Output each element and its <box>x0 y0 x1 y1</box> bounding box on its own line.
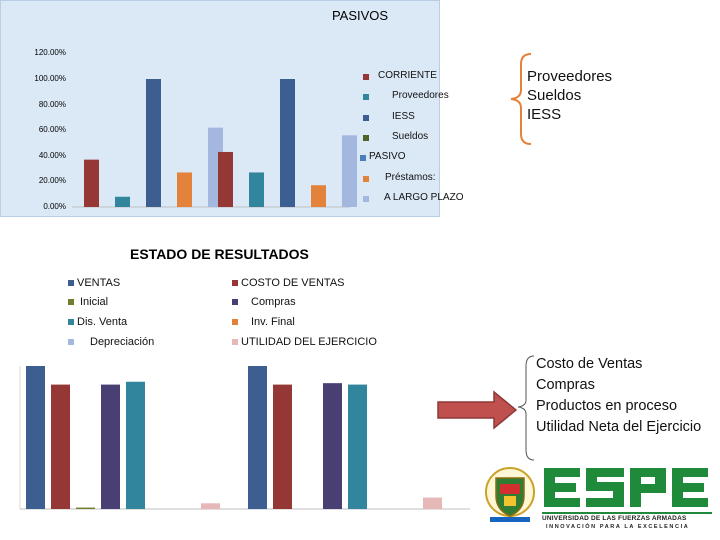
legend-label: Inicial <box>80 296 109 308</box>
resultados-legend-item: UTILIDAD DEL EJERCICIO <box>232 336 402 351</box>
arrow-right-icon <box>437 390 518 430</box>
espe-logo: UNIVERSIDAD DE LAS FUERZAS ARMADAS INNOV… <box>480 462 716 538</box>
resultados-legend-item: Depreciación <box>68 336 238 351</box>
pasivos-legend-item: Préstamos: <box>363 172 473 186</box>
pasivos-bar-2012-1 <box>115 196 130 207</box>
resultados-item: Productos en proceso <box>536 398 678 414</box>
legend-label: CORRIENTE <box>378 70 437 81</box>
legend-swatch <box>232 299 238 305</box>
legend-swatch <box>232 339 238 345</box>
legend-swatch <box>68 319 74 325</box>
pasivos-item: IESS <box>527 106 562 123</box>
legend-label: Depreciación <box>90 336 155 348</box>
pasivos-y-tick: 0.00% <box>43 202 66 211</box>
logo-divider <box>542 512 712 514</box>
resultados-item: Compras <box>536 377 595 393</box>
pasivos-item: Sueldos <box>527 87 582 104</box>
resultados-legend-item: Compras <box>232 296 402 311</box>
pasivos-legend-item: CORRIENTE <box>363 70 473 84</box>
pasivos-bar-2012-2 <box>146 79 161 207</box>
pasivos-bar-2013-2 <box>280 79 295 207</box>
pasivos-bar-2012-0 <box>84 159 99 207</box>
pasivos-bar-2013-5 <box>311 185 326 207</box>
legend-swatch <box>68 299 74 305</box>
legend-label: Dis. Venta <box>77 316 128 328</box>
resultados-bar-2012-1 <box>51 384 70 509</box>
pasivos-y-tick: 60.00% <box>38 125 66 135</box>
resultados-legend-item: Inv. Final <box>232 316 402 331</box>
pasivos-y-tick: 20.00% <box>38 176 66 186</box>
resultados-chart-title: ESTADO DE RESULTADOS <box>130 246 309 262</box>
legend-swatch <box>363 135 369 141</box>
resultados-bar-2012-4 <box>126 381 145 509</box>
logo-tagline: INNOVACIÓN PARA LA EXCELENCIA <box>546 524 690 530</box>
logo-subtitle: UNIVERSIDAD DE LAS FUERZAS ARMADAS <box>542 515 687 522</box>
resultados-bar-2013-1 <box>273 384 292 509</box>
resultados-bar-2012-3 <box>101 384 120 509</box>
pasivos-y-tick: 80.00% <box>38 99 66 109</box>
legend-label: Inv. Final <box>251 316 295 328</box>
pasivos-y-tick: 40.00% <box>38 150 66 160</box>
resultados-bar-2013-3 <box>323 383 342 509</box>
legend-swatch <box>363 176 369 182</box>
pasivos-bar-2012-5 <box>177 172 192 207</box>
pasivos-brace <box>510 53 532 145</box>
legend-swatch <box>360 155 366 161</box>
legend-swatch <box>363 196 369 202</box>
legend-swatch <box>232 319 238 325</box>
pasivos-y-tick: 100.00% <box>34 74 66 83</box>
pasivos-legend-item: IESS <box>363 111 473 125</box>
legend-label: PASIVO <box>369 151 406 162</box>
resultados-bar-2013-7 <box>423 497 442 509</box>
pasivos-y-tick: 120.00% <box>34 48 66 58</box>
pasivos-legend-item: Sueldos <box>363 131 473 145</box>
legend-swatch <box>68 280 74 286</box>
legend-label: Préstamos: <box>385 172 436 183</box>
legend-label: COSTO DE VENTAS <box>241 277 345 289</box>
legend-swatch <box>68 339 74 345</box>
resultados-items-list: Costo de Ventas Compras Productos en pro… <box>536 354 706 438</box>
resultados-bar-2013-4 <box>348 384 367 509</box>
pasivos-bar-2013-1 <box>249 172 264 207</box>
legend-swatch <box>363 94 369 100</box>
pasivos-items-list: Proveedores Sueldos IESS <box>527 67 612 124</box>
legend-label: Proveedores <box>392 90 449 101</box>
legend-label: Sueldos <box>392 131 429 142</box>
resultados-brace-arrow <box>437 355 535 461</box>
pasivos-bar-2013-0 <box>218 151 233 207</box>
resultados-bar-2012-7 <box>201 503 220 509</box>
pasivos-legend-item: PASIVO <box>360 151 470 165</box>
resultados-item: Costo de Ventas <box>536 356 643 372</box>
resultados-legend-item: VENTAS <box>68 277 238 292</box>
legend-label: VENTAS <box>77 277 121 289</box>
resultados-legend-item: Dis. Venta <box>68 316 238 331</box>
legend-label: A LARGO PLAZO <box>384 192 464 203</box>
espe-shield-icon <box>485 467 535 522</box>
legend-label: Compras <box>251 296 296 308</box>
legend-swatch <box>363 115 369 121</box>
resultados-bar-2012-0 <box>26 366 45 509</box>
resultados-legend-item: COSTO DE VENTAS <box>232 277 402 292</box>
pasivos-bar-2013-6 <box>342 135 357 207</box>
legend-label: IESS <box>392 111 415 122</box>
resultados-bar-2012-2 <box>76 507 95 509</box>
legend-swatch <box>363 74 369 80</box>
pasivos-legend-item: Proveedores <box>363 90 473 104</box>
resultados-item: Utilidad Neta del Ejercicio <box>536 419 702 435</box>
pasivos-legend-item: A LARGO PLAZO <box>363 192 473 206</box>
pasivos-item: Proveedores <box>527 68 613 85</box>
legend-swatch <box>232 280 238 286</box>
espe-wordmark-icon <box>544 468 708 507</box>
resultados-legend-item: Inicial <box>68 296 238 311</box>
legend-label: UTILIDAD DEL EJERCICIO <box>241 336 377 348</box>
resultados-bar-2013-0 <box>248 366 267 509</box>
pasivos-chart-title: PASIVOS <box>331 8 389 23</box>
